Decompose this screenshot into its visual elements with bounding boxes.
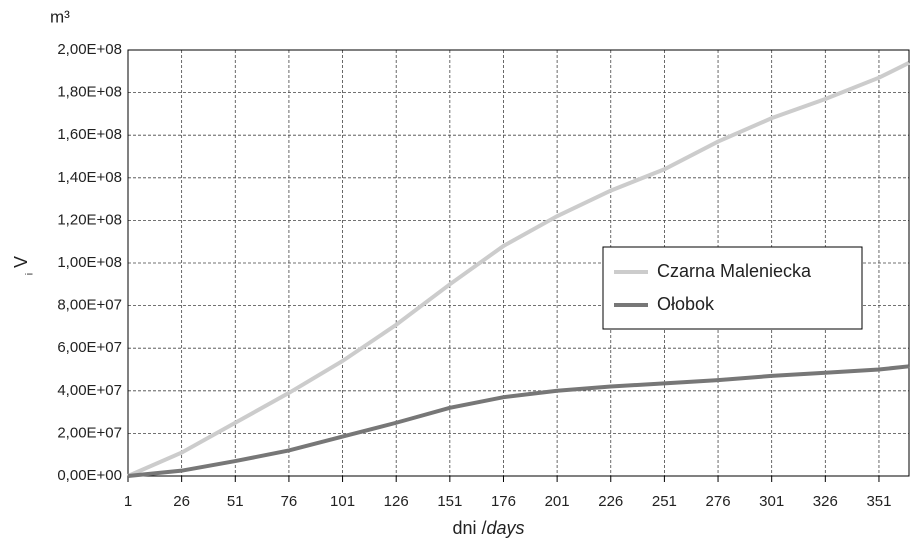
y-tick-label: 8,00E+07 bbox=[57, 297, 122, 314]
x-tick-label: 351 bbox=[866, 493, 891, 510]
y-tick-label: 0,00E+00 bbox=[57, 467, 122, 484]
y-axis-label-group: V i bbox=[11, 256, 36, 275]
series-line bbox=[127, 364, 910, 478]
x-tick-label: 201 bbox=[545, 493, 570, 510]
series-line bbox=[127, 60, 910, 478]
x-axis-label-italic: days bbox=[487, 518, 525, 538]
x-tick-label: 126 bbox=[384, 493, 409, 510]
x-tick-label: 301 bbox=[759, 493, 784, 510]
y-tick-label: 6,00E+07 bbox=[57, 339, 122, 356]
x-tick-label: 51 bbox=[227, 493, 244, 510]
legend-label: Czarna Maleniecka bbox=[657, 261, 812, 281]
y-tick-label: 4,00E+07 bbox=[57, 382, 122, 399]
y-tick-label: 1,80E+08 bbox=[57, 84, 122, 101]
x-axis-label: dni / bbox=[452, 518, 486, 538]
y-tick-label: 2,00E+07 bbox=[57, 424, 122, 441]
x-tick-label: 276 bbox=[706, 493, 731, 510]
x-tick-label: 251 bbox=[652, 493, 677, 510]
legend-label: Ołobok bbox=[657, 294, 715, 314]
unit-label: m³ bbox=[50, 7, 70, 26]
x-tick-label: 101 bbox=[330, 493, 355, 510]
x-tick-label: 76 bbox=[281, 493, 298, 510]
x-tick-label: 326 bbox=[813, 493, 838, 510]
x-tick-label: 26 bbox=[173, 493, 190, 510]
x-tick-label: 151 bbox=[437, 493, 462, 510]
y-tick-label: 1,20E+08 bbox=[57, 211, 122, 228]
x-tick-label: 176 bbox=[491, 493, 516, 510]
y-tick-label: 2,00E+08 bbox=[57, 41, 122, 58]
plot-border bbox=[127, 49, 910, 477]
legend-box bbox=[602, 246, 863, 330]
y-tick-label: 1,00E+08 bbox=[57, 254, 122, 271]
y-axis-label-sub: i bbox=[25, 273, 36, 275]
y-tick-label: 1,60E+08 bbox=[57, 126, 122, 143]
x-tick-label: 226 bbox=[598, 493, 623, 510]
y-axis-label: V bbox=[11, 256, 31, 268]
x-tick-label: 1 bbox=[124, 493, 132, 510]
y-tick-label: 1,40E+08 bbox=[57, 169, 122, 186]
